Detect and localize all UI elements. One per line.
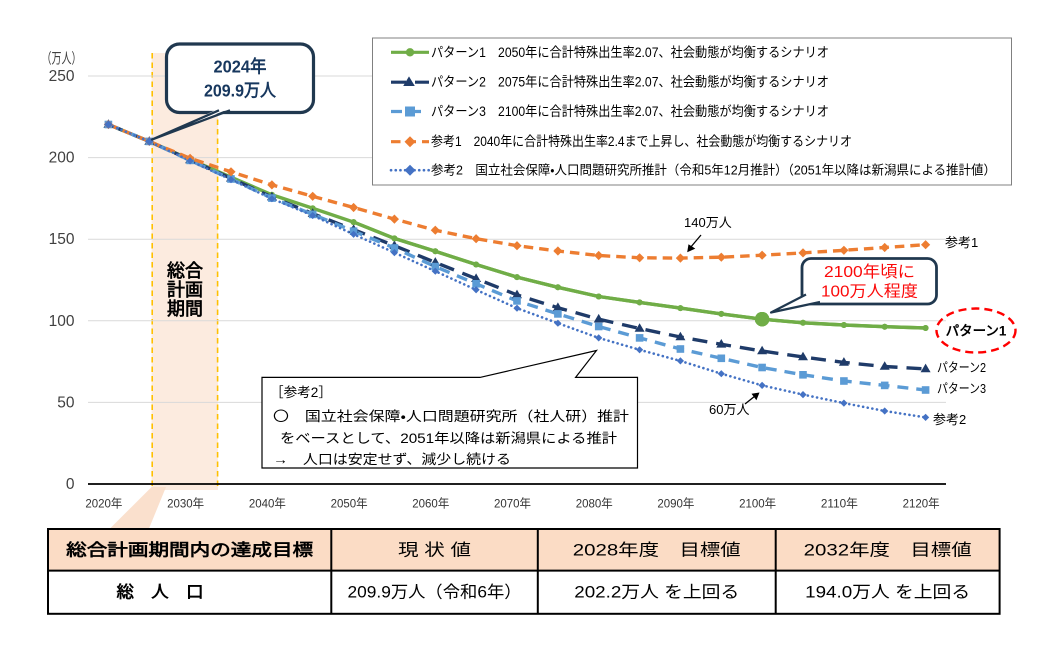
svg-text:194.0万人 を上回る: 194.0万人 を上回る bbox=[805, 583, 970, 602]
svg-text:→ 人口は安定せず、減少し続ける: → 人口は安定せず、減少し続ける bbox=[273, 451, 511, 467]
svg-text:総 人 口: 総 人 口 bbox=[117, 582, 204, 602]
svg-text:計画: 計画 bbox=[167, 279, 203, 300]
svg-text:2090年: 2090年 bbox=[657, 497, 694, 511]
svg-text:60万人: 60万人 bbox=[709, 402, 749, 417]
svg-text:総合計画期間内の達成目標: 総合計画期間内の達成目標 bbox=[66, 540, 314, 560]
svg-text:参考2: 参考2 bbox=[933, 412, 966, 427]
svg-text:2080年: 2080年 bbox=[576, 497, 613, 511]
svg-text:パターン2 2075年に合計特殊出生率2.07、社会動態が均: パターン2 2075年に合計特殊出生率2.07、社会動態が均衡するシナリオ bbox=[431, 75, 829, 90]
svg-text:2020年: 2020年 bbox=[85, 497, 122, 511]
svg-text:202.2万人 を上回る: 202.2万人 を上回る bbox=[574, 583, 739, 602]
svg-text:2110年: 2110年 bbox=[821, 497, 858, 511]
svg-text:0: 0 bbox=[66, 476, 75, 493]
svg-text:50: 50 bbox=[57, 394, 75, 411]
svg-text:2050年: 2050年 bbox=[331, 497, 368, 511]
svg-text:2030年: 2030年 bbox=[167, 497, 204, 511]
svg-text:参考1 2040年に合計特殊出生率2.4まで上昇し、社会動態: 参考1 2040年に合計特殊出生率2.4まで上昇し、社会動態が均衡するシナリオ bbox=[431, 134, 852, 149]
svg-text:パターン1: パターン1 bbox=[946, 324, 1007, 339]
svg-text:140万人: 140万人 bbox=[684, 215, 732, 230]
svg-text:2040年: 2040年 bbox=[249, 497, 286, 511]
svg-text:150: 150 bbox=[49, 231, 75, 248]
svg-text:〇 国立社会保障・人口問題研究所（社人研）推計: 〇 国立社会保障・人口問題研究所（社人研）推計 bbox=[273, 408, 629, 424]
svg-text:2060年: 2060年 bbox=[412, 497, 449, 511]
svg-text:2100年頃に: 2100年頃に bbox=[824, 263, 915, 281]
svg-text:2024年: 2024年 bbox=[214, 57, 267, 77]
svg-text:をベースとして、2051年以降は新潟県による推計: をベースとして、2051年以降は新潟県による推計 bbox=[280, 431, 617, 446]
svg-text:参考2 国立社会保障・人口問題研究所推計（令和5年12月推計: 参考2 国立社会保障・人口問題研究所推計（令和5年12月推計）（2051年以降は… bbox=[431, 163, 996, 178]
svg-text:（万人）: （万人） bbox=[42, 51, 82, 68]
svg-text:現 状 値: 現 状 値 bbox=[398, 541, 471, 560]
svg-text:2120年: 2120年 bbox=[903, 497, 940, 511]
svg-text:2100年: 2100年 bbox=[739, 497, 776, 511]
svg-text:2028年度 目標値: 2028年度 目標値 bbox=[573, 541, 741, 560]
svg-text:250: 250 bbox=[49, 68, 75, 85]
svg-text:パターン3: パターン3 bbox=[937, 381, 986, 396]
svg-text:209.9万人（令和6年）: 209.9万人（令和6年） bbox=[348, 583, 522, 602]
svg-text:100: 100 bbox=[49, 313, 75, 330]
svg-text:209.9万人: 209.9万人 bbox=[204, 81, 276, 101]
svg-text:パターン3 2100年に合計特殊出生率2.07、社会動態が均: パターン3 2100年に合計特殊出生率2.07、社会動態が均衡するシナリオ bbox=[431, 104, 829, 119]
svg-text:参考1: 参考1 bbox=[945, 235, 978, 250]
svg-text:100万人程度: 100万人程度 bbox=[821, 283, 918, 301]
svg-text:［参考2］: ［参考2］ bbox=[270, 385, 332, 400]
svg-text:パターン1 2050年に合計特殊出生率2.07、社会動態が均: パターン1 2050年に合計特殊出生率2.07、社会動態が均衡するシナリオ bbox=[431, 45, 829, 60]
svg-text:総合: 総合 bbox=[166, 260, 204, 281]
svg-text:2070年: 2070年 bbox=[494, 497, 531, 511]
svg-text:パターン2: パターン2 bbox=[937, 360, 986, 375]
svg-text:2032年度 目標値: 2032年度 目標値 bbox=[804, 541, 972, 560]
svg-text:200: 200 bbox=[49, 150, 75, 167]
svg-text:期間: 期間 bbox=[167, 299, 203, 319]
